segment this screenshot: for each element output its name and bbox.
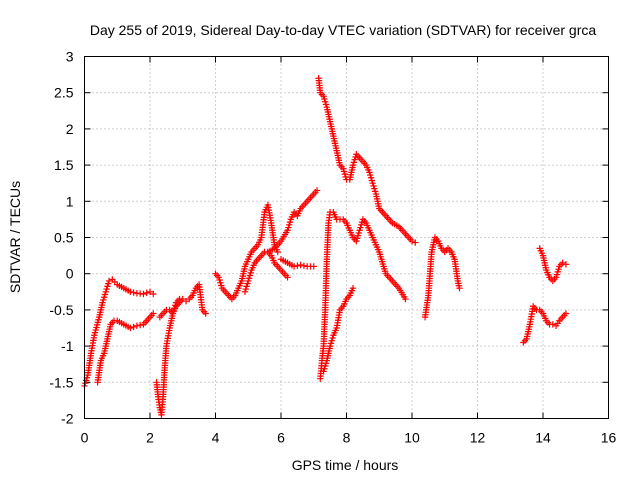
x-axis-label: GPS time / hours	[292, 457, 399, 473]
data-point	[408, 237, 416, 245]
y-tick-label: 1	[66, 193, 74, 209]
x-tick-label: 6	[277, 430, 285, 446]
data-point	[140, 290, 147, 298]
series-arc1	[81, 276, 157, 390]
data-point	[179, 295, 186, 303]
data-point	[284, 274, 291, 281]
series-arc3	[153, 295, 183, 419]
series-arc4	[156, 281, 209, 321]
plot-frame	[84, 56, 609, 419]
data-point	[143, 289, 150, 297]
data-point	[202, 310, 209, 317]
data-point	[150, 310, 157, 317]
data-point	[300, 262, 308, 269]
x-tick-label: 16	[601, 430, 617, 446]
series-arc2	[94, 310, 157, 386]
x-tick-label: 12	[470, 430, 486, 446]
data-point	[130, 323, 137, 331]
series-arc7	[264, 187, 321, 256]
data-point	[549, 321, 557, 328]
data-point	[559, 259, 566, 267]
data-point	[294, 262, 301, 269]
data-point	[150, 290, 157, 298]
y-axis-label: SDTVAR / TECUs	[7, 181, 23, 293]
data-points	[81, 75, 570, 419]
data-point	[127, 324, 134, 332]
data-point	[146, 288, 154, 295]
series-arc14	[536, 245, 570, 285]
y-tick-label: 0	[66, 266, 74, 282]
data-point	[456, 284, 463, 292]
series-arc9	[315, 75, 419, 246]
y-tick-label: -1.5	[49, 374, 73, 390]
grid-lines	[84, 56, 609, 419]
data-point	[130, 289, 137, 296]
data-point	[290, 263, 298, 270]
chart-title: Day 255 of 2019, Sidereal Day-to-day VTE…	[90, 22, 596, 38]
data-point	[412, 239, 419, 246]
axis-ticks: 0 2 4 6 8 10 12 14 16 -2 -1.5 -1 -0.5 0 0.5 1 1.5 2 2.5 3	[49, 49, 616, 446]
data-point	[127, 288, 134, 295]
x-tick-label: 0	[81, 430, 89, 446]
y-tick-label: 3	[66, 49, 74, 65]
data-point	[349, 284, 357, 292]
x-tick-label: 10	[404, 430, 420, 446]
data-point	[136, 321, 144, 329]
y-tick-label: 0.5	[54, 230, 74, 246]
data-point	[562, 310, 570, 317]
data-point	[310, 263, 317, 270]
y-tick-label: 2	[66, 121, 74, 137]
y-tick-label: -2	[61, 411, 74, 427]
series-arc13	[520, 303, 570, 346]
data-point	[313, 187, 321, 194]
y-tick-label: 1.5	[54, 157, 74, 173]
data-point	[562, 261, 570, 268]
x-tick-label: 8	[343, 430, 351, 446]
y-tick-label: 2.5	[54, 85, 74, 101]
data-point	[105, 277, 113, 285]
data-point	[274, 248, 281, 256]
data-point	[133, 322, 141, 330]
x-tick-label: 14	[535, 430, 551, 446]
series-arc8	[277, 256, 317, 270]
data-point	[297, 261, 304, 269]
series-arc11	[320, 284, 357, 375]
series-arc12	[421, 234, 463, 321]
x-tick-label: 2	[146, 430, 154, 446]
data-point	[402, 295, 409, 303]
x-tick-label: 4	[212, 430, 220, 446]
y-tick-label: -0.5	[49, 302, 73, 318]
data-point	[182, 298, 190, 305]
y-tick-label: -1	[61, 338, 74, 354]
